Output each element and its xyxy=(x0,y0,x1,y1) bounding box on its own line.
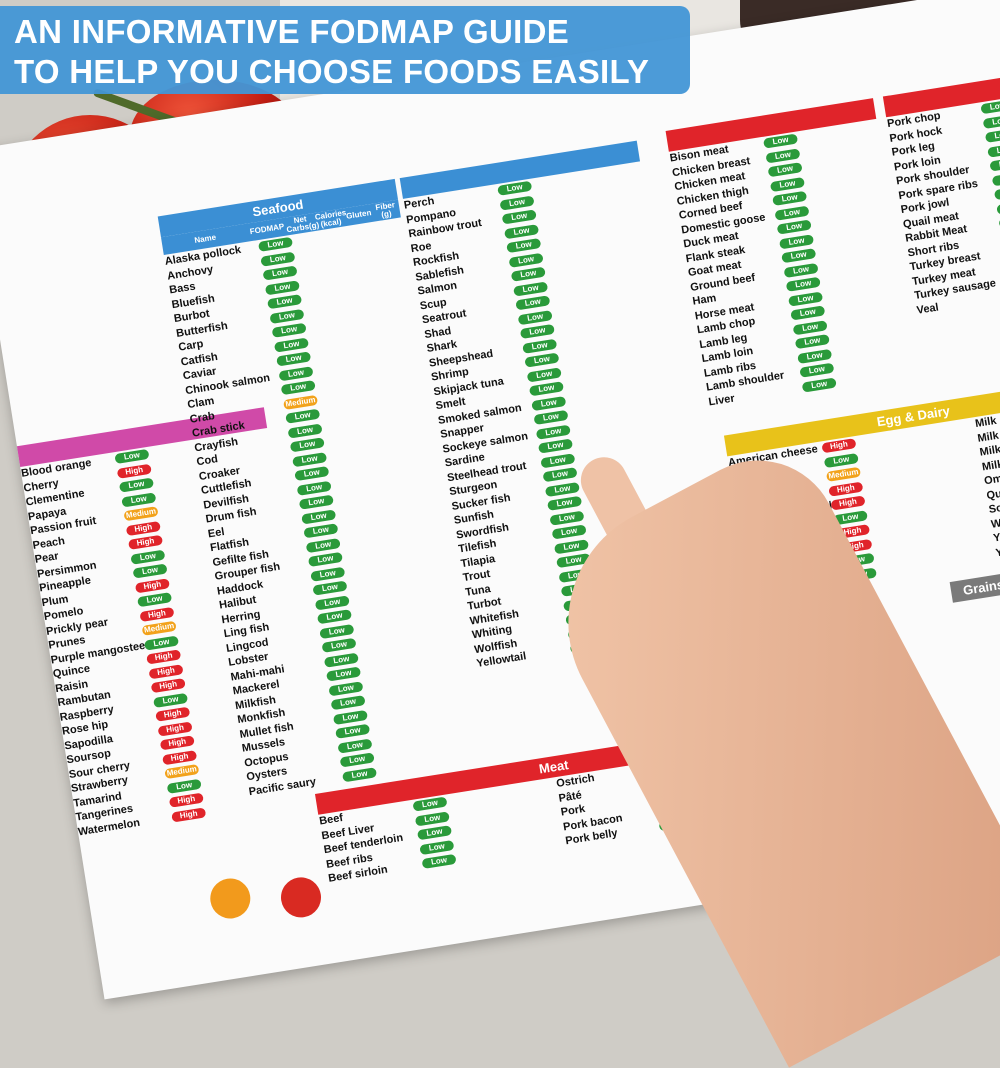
headline-banner: AN INFORMATIVE FODMAP GUIDE TO HELP YOU … xyxy=(0,6,690,94)
headline-line-2: TO HELP YOU CHOOSE FOODS EASILY xyxy=(14,53,650,90)
fodmap-level-badge: Low xyxy=(987,142,1000,158)
column-header-gluten: Gluten xyxy=(345,208,372,221)
column-header-fodmap: FODMAP xyxy=(249,221,285,237)
meat-section-1: Bison meat Low Chicken breast Low Chicken me… xyxy=(665,98,918,409)
apple-illustration xyxy=(278,874,324,921)
fodmap-level-badge: Low xyxy=(341,766,378,783)
fodmap-level-badge: Low xyxy=(980,99,1000,115)
fodmap-level-badge: Low xyxy=(801,377,837,393)
headline-line-1: AN INFORMATIVE FODMAP GUIDE xyxy=(14,13,570,50)
fodmap-level-badge: Low xyxy=(991,170,1000,187)
fodmap-level-badge: Low xyxy=(984,127,1000,144)
orange-illustration xyxy=(207,875,254,922)
fodmap-level-badge: Low xyxy=(982,113,1000,129)
fodmap-level-badge: Low xyxy=(421,854,457,870)
fodmap-level-badge: Low xyxy=(989,156,1000,172)
fodmap-level-badge: High xyxy=(171,807,207,823)
